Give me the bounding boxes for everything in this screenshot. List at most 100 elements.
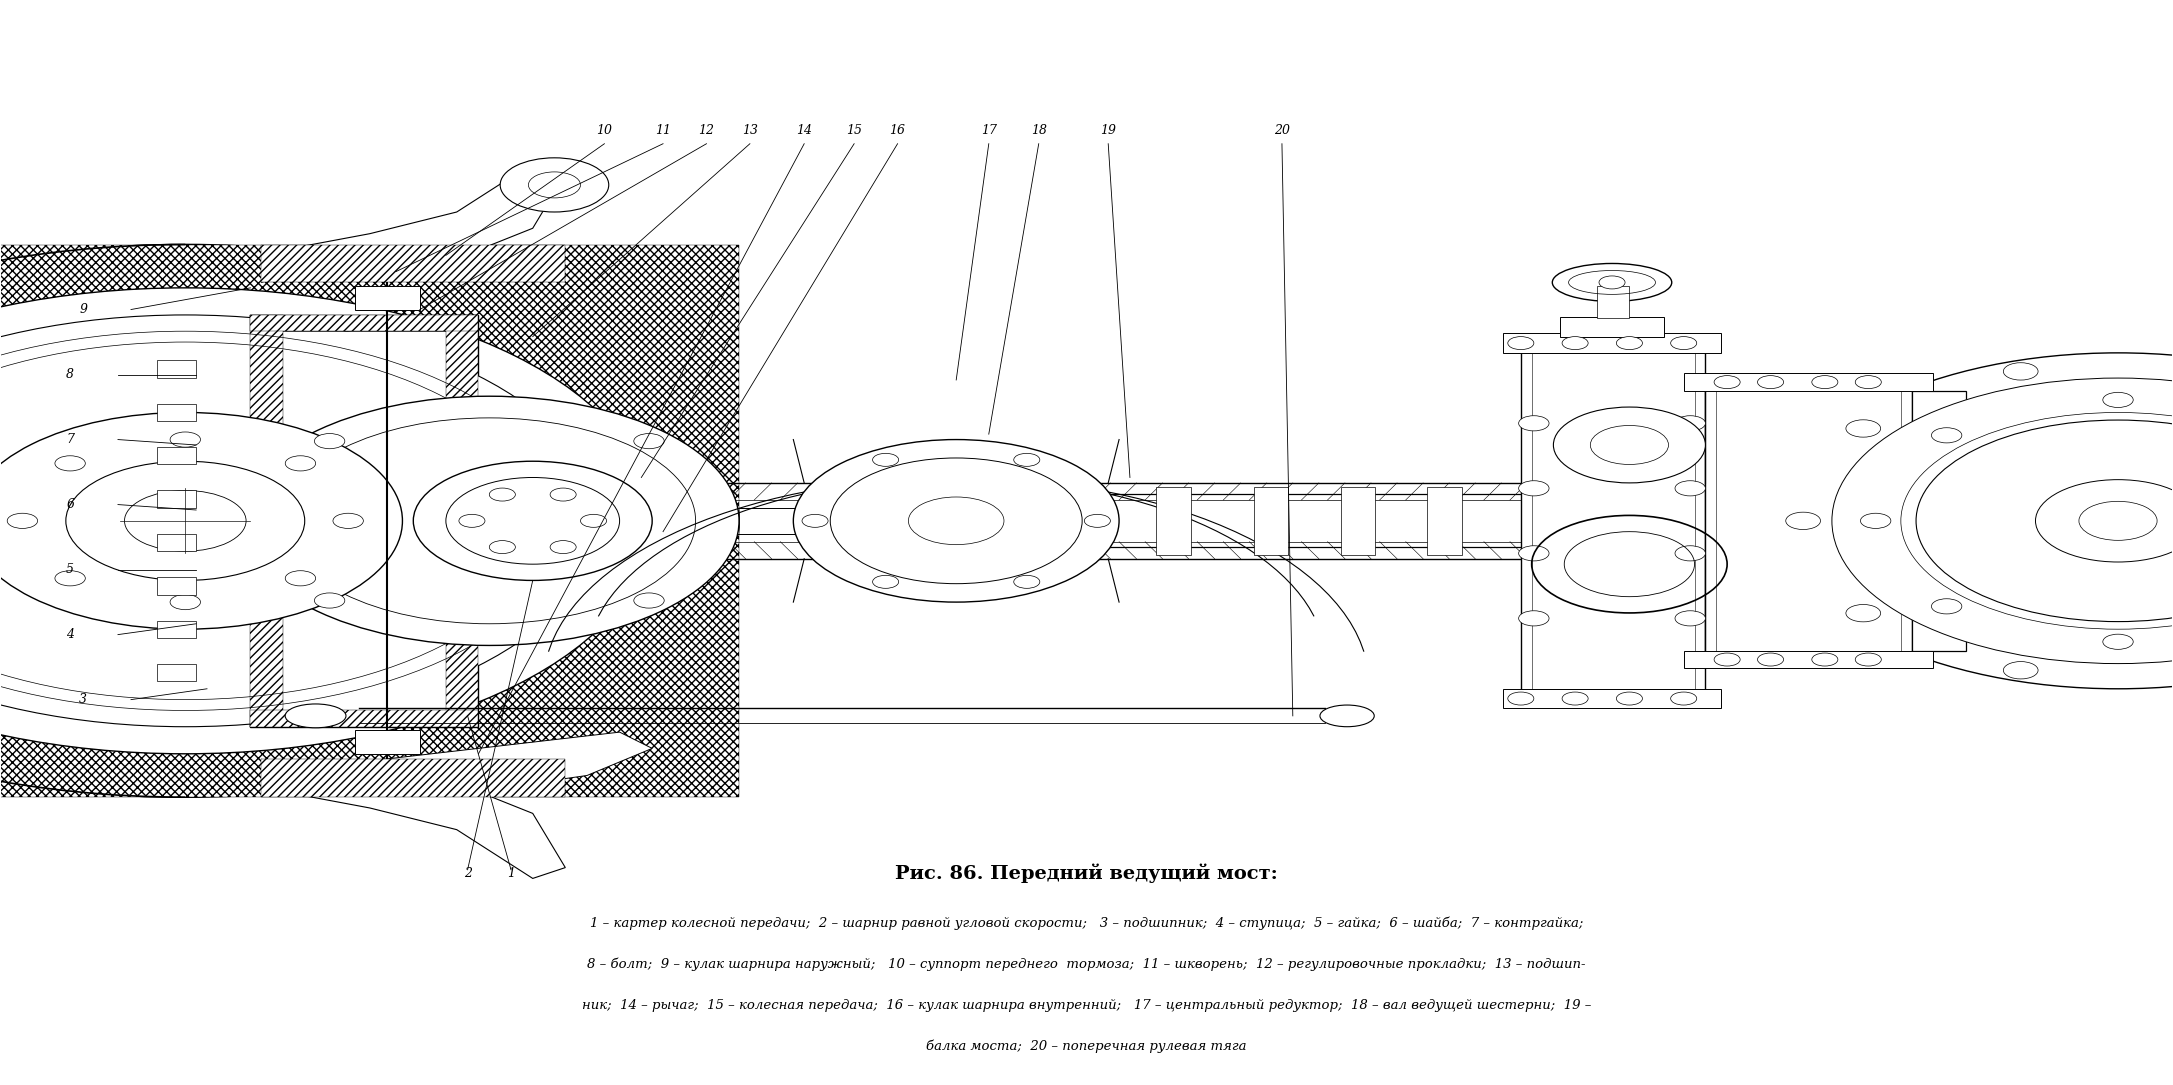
Bar bbox=[156, 360, 196, 378]
Circle shape bbox=[1845, 604, 1880, 622]
Circle shape bbox=[489, 488, 515, 501]
Circle shape bbox=[239, 396, 739, 646]
Bar bbox=[250, 315, 478, 331]
Circle shape bbox=[1084, 514, 1110, 527]
Circle shape bbox=[1562, 692, 1588, 705]
Circle shape bbox=[580, 514, 606, 527]
Circle shape bbox=[1671, 692, 1697, 705]
Circle shape bbox=[0, 288, 652, 754]
Circle shape bbox=[1932, 427, 1962, 443]
Bar bbox=[1706, 380, 1912, 662]
Circle shape bbox=[1714, 375, 1741, 388]
Circle shape bbox=[315, 592, 346, 608]
Bar bbox=[1684, 651, 1934, 668]
Circle shape bbox=[1812, 375, 1838, 388]
Text: 16: 16 bbox=[889, 124, 906, 137]
Text: 6: 6 bbox=[65, 498, 74, 511]
Bar bbox=[156, 664, 196, 681]
Circle shape bbox=[1714, 653, 1741, 666]
Circle shape bbox=[285, 456, 315, 471]
Circle shape bbox=[285, 571, 315, 586]
Circle shape bbox=[124, 490, 246, 551]
Text: балка моста;  20 – поперечная рулевая тяга: балка моста; 20 – поперечная рулевая тяг… bbox=[926, 1039, 1247, 1054]
Circle shape bbox=[1786, 512, 1821, 529]
Bar bbox=[1254, 487, 1289, 554]
Bar bbox=[1504, 689, 1721, 709]
Circle shape bbox=[1519, 611, 1549, 626]
Bar bbox=[0, 244, 739, 797]
Circle shape bbox=[1782, 353, 2173, 689]
Text: 7: 7 bbox=[65, 433, 74, 446]
Circle shape bbox=[1845, 420, 1880, 437]
Bar bbox=[1597, 285, 1630, 318]
Text: 13: 13 bbox=[741, 124, 758, 137]
Text: 14: 14 bbox=[795, 124, 813, 137]
Bar bbox=[261, 760, 565, 797]
Circle shape bbox=[54, 456, 85, 471]
Circle shape bbox=[1675, 481, 1706, 496]
Circle shape bbox=[1617, 336, 1643, 349]
Circle shape bbox=[1856, 653, 1882, 666]
Circle shape bbox=[413, 461, 652, 580]
Bar bbox=[1912, 391, 1967, 651]
Circle shape bbox=[2036, 480, 2173, 562]
Bar bbox=[1684, 373, 1934, 391]
Circle shape bbox=[1617, 692, 1643, 705]
Circle shape bbox=[54, 571, 85, 586]
Circle shape bbox=[1015, 454, 1041, 467]
Bar bbox=[156, 621, 196, 638]
Circle shape bbox=[1508, 692, 1534, 705]
Text: 8: 8 bbox=[65, 368, 74, 381]
Circle shape bbox=[1015, 575, 1041, 588]
Ellipse shape bbox=[1319, 705, 1373, 727]
Circle shape bbox=[550, 488, 576, 501]
Bar bbox=[156, 404, 196, 421]
Bar bbox=[250, 711, 478, 727]
Text: 3: 3 bbox=[78, 693, 87, 706]
Circle shape bbox=[2004, 362, 2038, 380]
Bar bbox=[156, 577, 196, 595]
Circle shape bbox=[1860, 513, 1891, 528]
Bar bbox=[1156, 487, 1191, 554]
Circle shape bbox=[1812, 653, 1838, 666]
Circle shape bbox=[550, 540, 576, 553]
Text: 20: 20 bbox=[1273, 124, 1291, 137]
Text: 9: 9 bbox=[78, 303, 87, 316]
Circle shape bbox=[635, 434, 665, 449]
Text: 5: 5 bbox=[65, 563, 74, 576]
Bar bbox=[261, 244, 565, 282]
Circle shape bbox=[2103, 393, 2134, 408]
Circle shape bbox=[1917, 420, 2173, 622]
Bar bbox=[156, 447, 196, 464]
Circle shape bbox=[500, 157, 608, 212]
Text: 17: 17 bbox=[980, 124, 997, 137]
Circle shape bbox=[1675, 546, 1706, 561]
Text: 19: 19 bbox=[1100, 124, 1117, 137]
Circle shape bbox=[1519, 481, 1549, 496]
Circle shape bbox=[169, 595, 200, 610]
Circle shape bbox=[1671, 336, 1697, 349]
Circle shape bbox=[635, 592, 665, 608]
Bar bbox=[354, 730, 419, 754]
Ellipse shape bbox=[285, 704, 346, 728]
Circle shape bbox=[1675, 611, 1706, 626]
Circle shape bbox=[445, 477, 619, 564]
Polygon shape bbox=[315, 732, 652, 797]
Circle shape bbox=[7, 513, 37, 528]
Circle shape bbox=[528, 171, 580, 197]
Circle shape bbox=[2080, 501, 2158, 540]
Bar bbox=[1428, 487, 1462, 554]
Bar bbox=[156, 490, 196, 508]
Circle shape bbox=[802, 514, 828, 527]
Bar bbox=[156, 534, 196, 551]
Circle shape bbox=[0, 244, 739, 797]
Bar bbox=[272, 331, 456, 711]
Circle shape bbox=[830, 458, 1082, 584]
Circle shape bbox=[0, 412, 402, 629]
Circle shape bbox=[0, 315, 598, 727]
Bar bbox=[1717, 385, 1901, 656]
Circle shape bbox=[1508, 336, 1534, 349]
Circle shape bbox=[332, 513, 363, 528]
Circle shape bbox=[1519, 546, 1549, 561]
Text: ник;  14 – рычаг;  15 – колесная передача;  16 – кулак шарнира внутренний;   17 : ник; 14 – рычаг; 15 – колесная передача;… bbox=[582, 998, 1591, 1011]
